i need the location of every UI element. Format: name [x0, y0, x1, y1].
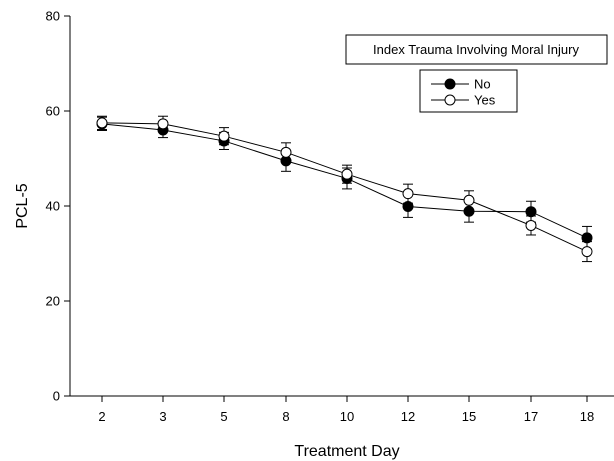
x-tick-label: 18	[580, 409, 594, 424]
data-point	[341, 168, 353, 180]
data-point	[525, 219, 537, 231]
data-point	[280, 146, 292, 158]
y-axis-title: PCL-5	[14, 183, 31, 228]
axes	[69, 16, 614, 397]
x-tick-label: 5	[220, 409, 227, 424]
data-point	[581, 246, 593, 258]
legend-box	[419, 69, 518, 113]
y-tick-label: 80	[46, 9, 60, 24]
x-axis-title: Treatment Day	[294, 443, 399, 460]
data-point	[157, 118, 169, 130]
legend-label: No	[474, 77, 491, 92]
legend-label: Yes	[474, 93, 496, 108]
legend-title: Index Trauma Involving Moral Injury	[373, 42, 579, 57]
data-point	[96, 117, 108, 129]
y-tick-label: 40	[46, 199, 60, 214]
series-yes	[96, 115, 593, 263]
x-tick-label: 17	[524, 409, 538, 424]
data-point	[402, 188, 414, 200]
legend-marker	[444, 94, 456, 106]
x-tick-label: 2	[98, 409, 105, 424]
x-ticks: 2 3 5 8 10 12 15 17 18	[98, 396, 594, 424]
y-tick-label: 0	[53, 389, 60, 404]
legend-title-box	[345, 34, 608, 65]
x-tick-label: 15	[462, 409, 476, 424]
y-tick-label: 60	[46, 104, 60, 119]
legend-marker	[444, 78, 456, 90]
data-point	[525, 206, 537, 218]
y-tick-label: 20	[46, 294, 60, 309]
x-tick-label: 12	[401, 409, 415, 424]
series-line	[101, 122, 588, 253]
x-tick-label: 10	[340, 409, 354, 424]
data-point	[463, 194, 475, 206]
x-tick-label: 8	[282, 409, 289, 424]
data-point	[218, 130, 230, 142]
series-layer	[96, 115, 593, 263]
y-ticks: 0 20 40 60 80	[46, 9, 70, 404]
x-tick-label: 3	[159, 409, 166, 424]
legend: Index Trauma Involving Moral Injury NoYe…	[345, 34, 608, 113]
